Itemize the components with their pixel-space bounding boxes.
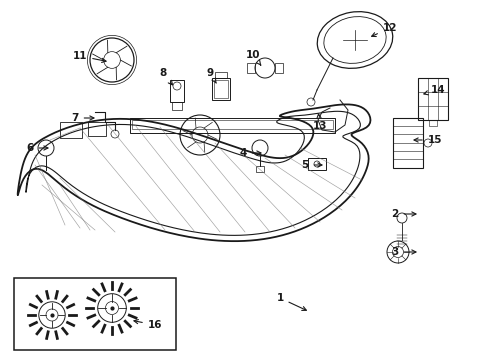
Text: 3: 3 — [390, 247, 415, 257]
Bar — [132, 120, 332, 129]
Bar — [246, 63, 254, 73]
Text: 15: 15 — [413, 135, 441, 145]
Bar — [214, 80, 227, 98]
Text: 11: 11 — [73, 51, 106, 62]
Text: 5: 5 — [301, 160, 321, 170]
Bar — [392, 118, 422, 168]
Bar — [428, 120, 436, 126]
Text: 10: 10 — [245, 50, 260, 65]
Bar — [88, 122, 106, 136]
Bar — [172, 102, 182, 110]
Bar — [256, 166, 264, 172]
Text: 7: 7 — [71, 113, 94, 123]
Bar — [417, 78, 447, 120]
Bar — [215, 72, 226, 78]
Bar — [130, 118, 334, 133]
Text: 9: 9 — [206, 68, 216, 83]
Text: 4: 4 — [239, 148, 261, 158]
Text: 16: 16 — [134, 320, 162, 330]
Bar — [307, 158, 325, 170]
Text: 6: 6 — [26, 143, 48, 153]
Text: 13: 13 — [312, 114, 326, 131]
Text: 12: 12 — [371, 23, 396, 36]
Bar — [212, 78, 229, 100]
Text: 8: 8 — [159, 68, 172, 85]
Text: 2: 2 — [390, 209, 415, 219]
Bar — [170, 80, 183, 102]
Text: 1: 1 — [276, 293, 305, 310]
Bar — [274, 63, 283, 73]
Bar — [14, 278, 176, 350]
Text: 14: 14 — [423, 85, 445, 95]
Bar — [60, 122, 82, 138]
